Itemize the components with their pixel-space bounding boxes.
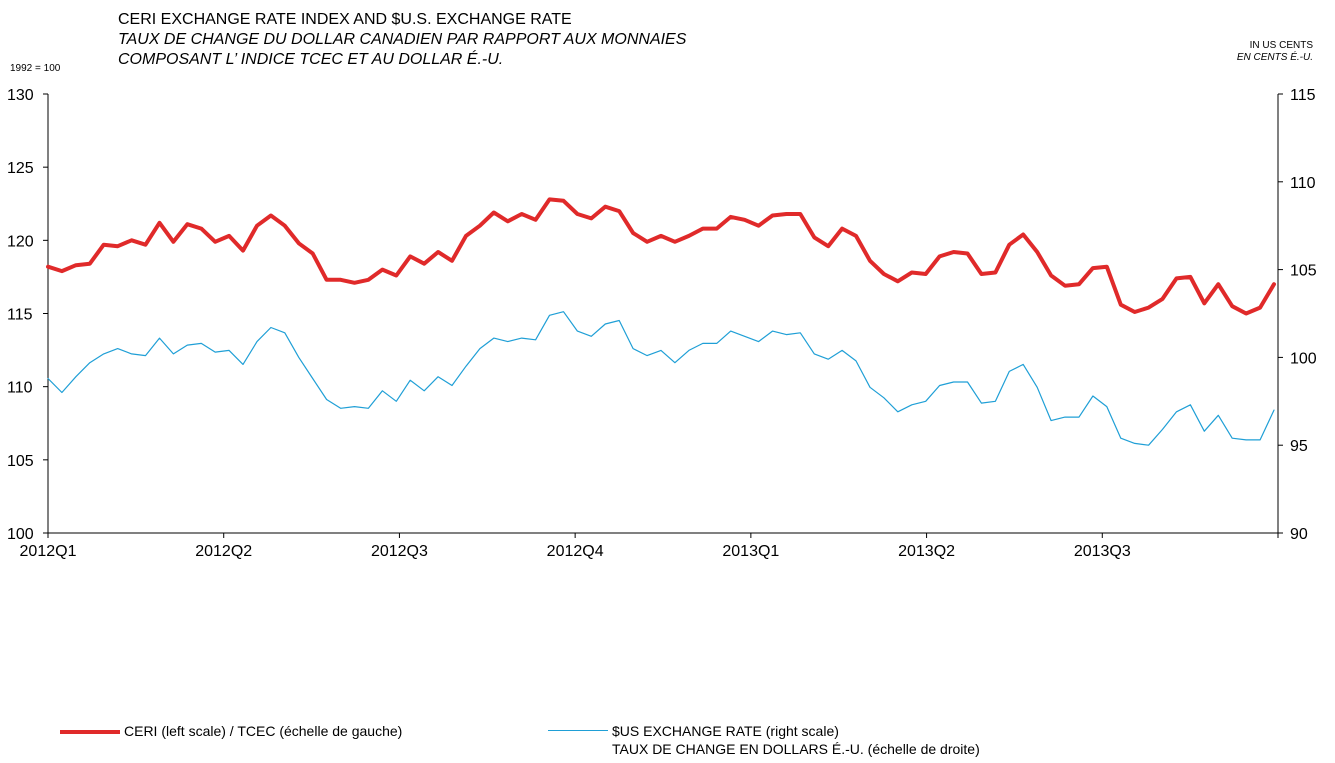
- right-tick-label: 100: [1290, 350, 1317, 367]
- left-tick-label: 100: [7, 526, 34, 543]
- left-tick-label: 110: [7, 380, 33, 397]
- left-axis-base-label: 1992 = 100: [10, 63, 61, 74]
- x-tick-label: 2012Q2: [195, 543, 252, 560]
- left-tick-label: 125: [7, 160, 34, 177]
- x-tick-label: 2012Q1: [20, 543, 77, 560]
- right-tick-label: 90: [1290, 526, 1308, 543]
- right-tick-label: 95: [1290, 438, 1308, 455]
- left-tick-label: 105: [7, 453, 34, 470]
- x-tick-label: 2012Q4: [547, 543, 604, 560]
- legend-label-usd: $US EXCHANGE RATE (right scale) TAUX DE …: [612, 722, 980, 758]
- right-axis-unit-label: IN US CENTS EN CENTS É.-U.: [1237, 40, 1313, 64]
- x-tick-label: 2013Q2: [898, 543, 955, 560]
- chart-title-line-2: TAUX DE CHANGE DU DOLLAR CANADIEN PAR RA…: [118, 31, 687, 48]
- legend-label-ceri: CERI (left scale) / TCEC (échelle de gau…: [124, 723, 403, 739]
- legend-item-ceri: CERI (left scale) / TCEC (échelle de gau…: [60, 722, 402, 740]
- x-tick-label: 2013Q1: [722, 543, 779, 560]
- legend-item-usd: $US EXCHANGE RATE (right scale) TAUX DE …: [548, 722, 980, 758]
- right-tick-label: 115: [1290, 87, 1316, 104]
- series-line-usd: [47, 311, 1275, 446]
- chart-title: CERI EXCHANGE RATE INDEX AND $U.S. EXCHA…: [118, 10, 686, 70]
- right-tick-label: 110: [1290, 175, 1316, 192]
- legend-swatch-usd: [548, 730, 608, 731]
- right-axis-unit-en: IN US CENTS: [1249, 40, 1313, 51]
- legend-swatch-ceri: [60, 730, 120, 734]
- legend-label-usd-en: $US EXCHANGE RATE (right scale): [612, 723, 839, 739]
- chart-title-line-3: COMPOSANT L’ INDICE TCEC ET AU DOLLAR É.…: [118, 51, 504, 68]
- right-tick-label: 105: [1290, 263, 1317, 280]
- right-axis-unit-fr: EN CENTS É.-U.: [1236, 52, 1313, 63]
- series-line-ceri: [46, 197, 1276, 316]
- x-tick-label: 2012Q3: [371, 543, 428, 560]
- left-tick-label: 120: [7, 233, 34, 250]
- left-tick-label: 130: [7, 87, 34, 104]
- chart-title-line-1: CERI EXCHANGE RATE INDEX AND $U.S. EXCHA…: [118, 11, 572, 28]
- legend-label-usd-fr: TAUX DE CHANGE EN DOLLARS É.-U. (échelle…: [612, 741, 980, 757]
- x-tick-label: 2013Q3: [1074, 543, 1131, 560]
- left-tick-label: 115: [7, 307, 33, 324]
